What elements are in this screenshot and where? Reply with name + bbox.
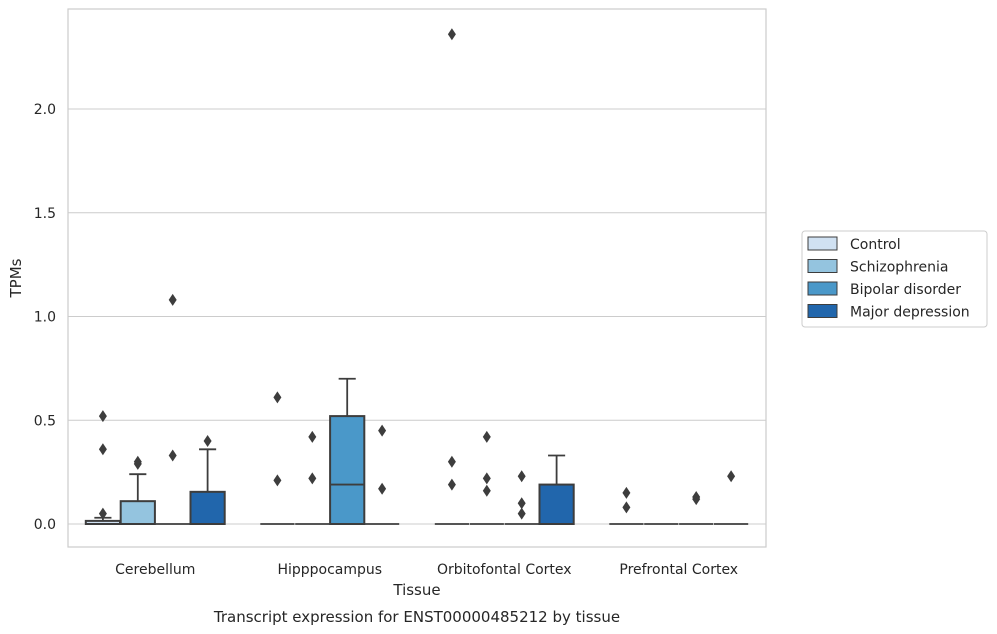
outlier-point — [447, 478, 456, 491]
legend-swatch — [807, 304, 838, 318]
outlier-point — [447, 28, 456, 41]
legend-label: Schizophrenia — [850, 260, 948, 276]
outlier-point — [98, 507, 107, 520]
legend: Control Schizophrenia Bipolar disorder Majo… — [801, 230, 988, 328]
x-tick-label: Orbitofontal Cortex — [437, 562, 572, 578]
y-gridlines — [68, 108, 766, 525]
x-tick-labels: Cerebellum Hipppocampus Orbitofontal Corte… — [115, 562, 738, 578]
box-body — [189, 490, 226, 525]
y-tick-label: 2.0 — [34, 102, 56, 118]
box-schizophrenia — [295, 430, 330, 525]
y-axis-title: TPMs — [7, 258, 25, 298]
y-tick-labels: 0.0 0.5 1.0 1.5 2.0 — [34, 102, 56, 533]
legend-swatch — [807, 259, 838, 273]
outlier-point — [727, 470, 736, 483]
box-bipolar-disorder — [329, 377, 366, 526]
outlier-point — [308, 472, 317, 485]
box-control — [260, 391, 295, 525]
box-body — [538, 483, 575, 526]
outlier-point — [308, 430, 317, 443]
legend-label: Control — [850, 237, 901, 253]
outlier-point — [168, 449, 177, 462]
legend-label: Major depression — [850, 305, 970, 321]
box-control — [609, 486, 644, 525]
box-body — [329, 415, 366, 526]
box-control — [434, 28, 470, 525]
outlier-point — [273, 391, 282, 404]
outlier-point — [517, 470, 526, 483]
outlier-point — [98, 443, 107, 456]
box-major-depression — [189, 435, 226, 525]
box-control — [84, 410, 122, 526]
outlier-point — [692, 491, 701, 504]
outlier-point — [517, 507, 526, 520]
box-bipolar-disorder — [155, 293, 190, 525]
box-schizophrenia — [469, 430, 504, 525]
outlier-point — [98, 410, 107, 423]
box-body — [119, 500, 156, 525]
x-tick-label: Cerebellum — [115, 562, 195, 578]
x-tick-label: Prefrontal Cortex — [619, 562, 738, 578]
y-tick-label: 1.0 — [34, 310, 56, 326]
figure-caption: Transcript expression for ENST0000048521… — [213, 608, 620, 626]
box-major-depression — [713, 470, 749, 525]
outlier-point — [447, 455, 456, 468]
x-tick-label: Hipppocampus — [277, 562, 382, 578]
box-schizophrenia — [119, 455, 156, 525]
outlier-point — [378, 424, 387, 437]
outlier-point — [378, 482, 387, 495]
plot-frame — [67, 8, 767, 548]
outlier-point — [203, 435, 212, 447]
y-tick-label: 0.0 — [34, 517, 56, 533]
box-bipolar-disorder — [504, 470, 539, 525]
outlier-point — [517, 497, 526, 510]
outlier-point — [482, 472, 491, 485]
y-tick-label: 0.5 — [34, 413, 56, 429]
box-bipolar-disorder — [679, 491, 714, 525]
outlier-point — [273, 474, 282, 487]
legend-label: Bipolar disorder — [850, 282, 961, 298]
box-major-depression — [364, 424, 400, 525]
outlier-point — [622, 486, 631, 499]
legend-swatch — [807, 236, 838, 251]
outlier-point — [133, 455, 142, 468]
outlier-point — [168, 293, 177, 306]
legend-frame — [801, 230, 988, 328]
outlier-point — [482, 430, 491, 443]
y-tick-label: 1.5 — [34, 206, 56, 222]
outlier-point — [622, 501, 631, 514]
box-groups — [84, 28, 749, 526]
x-axis-title: Tissue — [392, 581, 440, 599]
outlier-point — [482, 484, 491, 497]
legend-swatch — [807, 281, 838, 296]
box-major-depression — [538, 454, 575, 526]
